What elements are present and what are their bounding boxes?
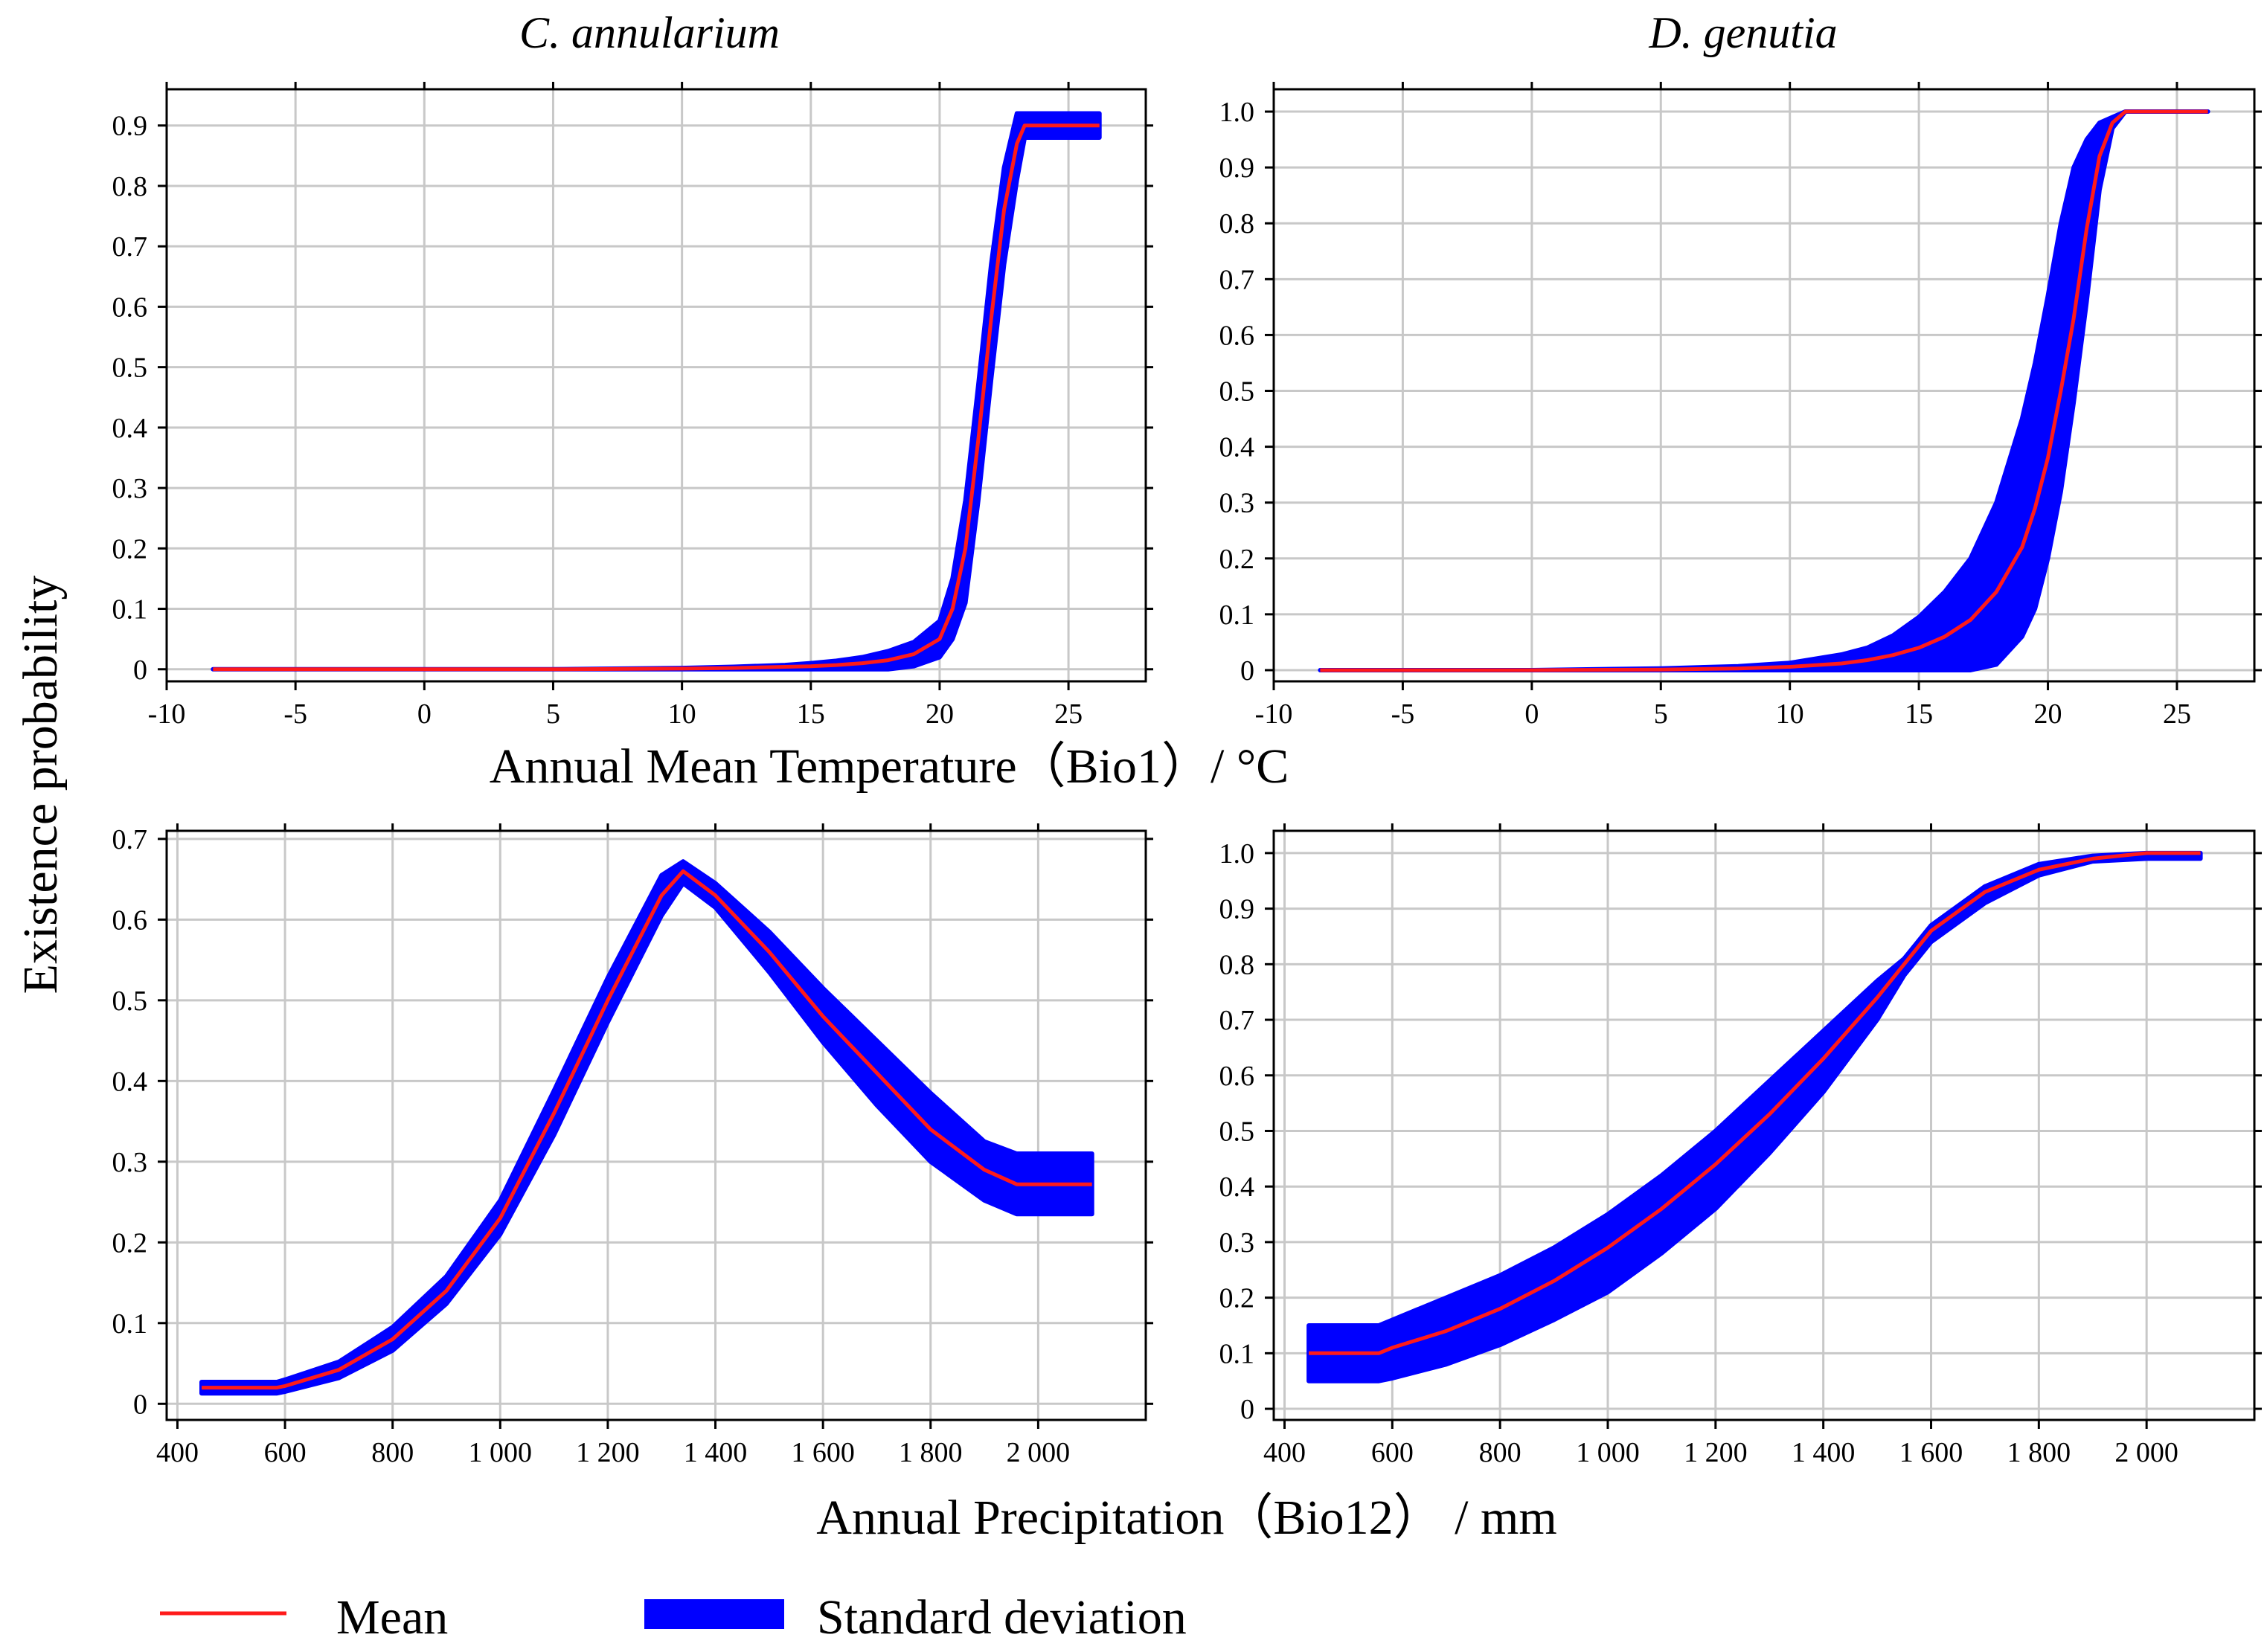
panel-title-c-annularium: C. annularium xyxy=(519,8,780,57)
std-deviation-band xyxy=(1306,850,2203,1383)
y-tick-label: 0.5 xyxy=(112,986,148,1017)
y-tick-label: 0.6 xyxy=(112,904,148,936)
y-tick-label: 0.2 xyxy=(112,1227,148,1259)
x-tick-label: 600 xyxy=(264,1437,307,1468)
x-tick-label: -10 xyxy=(1255,698,1293,730)
y-tick-label: 0.9 xyxy=(1219,894,1255,925)
mean-line xyxy=(213,123,1100,672)
chart-precipitation-d-genutia: 400 600 800 1 000 1 200 1 400 1 600 1 800 2 000 0… xyxy=(1219,823,2262,1468)
x-tick-label: 1 200 xyxy=(576,1437,640,1468)
x-tick-label: 1 400 xyxy=(1792,1437,1856,1468)
y-tick-label: 0.9 xyxy=(112,111,148,142)
x-tick-label: 0 xyxy=(417,698,432,730)
x-tick-label: 1 000 xyxy=(1576,1437,1640,1468)
x-tick-label: 1 400 xyxy=(684,1437,748,1468)
precipitation-x-axis-label: Annual Precipitation（Bio12） / mm xyxy=(816,1491,1556,1545)
y-tick-label: 0.6 xyxy=(112,292,148,323)
x-tick-label: 2 000 xyxy=(2114,1437,2178,1468)
x-tick-label: 800 xyxy=(371,1437,414,1468)
y-tick-label: 0.1 xyxy=(1219,600,1255,631)
temperature-x-axis-label: Annual Mean Temperature（Bio1）/ °C xyxy=(490,739,1289,794)
y-tick-label: 0.1 xyxy=(112,594,148,626)
x-tick-label: 5 xyxy=(1654,698,1668,730)
x-tick-label: 5 xyxy=(546,698,560,730)
panel-title-d-genutia: D. genutia xyxy=(1648,8,1837,57)
x-tick-label: 20 xyxy=(926,698,954,730)
x-tick-label: 15 xyxy=(1905,698,1933,730)
x-tick-label: 25 xyxy=(2163,698,2191,730)
y-tick-label: 0 xyxy=(133,655,147,686)
std-deviation-band xyxy=(211,111,1102,672)
y-tick-label: 0.4 xyxy=(1219,432,1255,463)
y-tick-label: 0.4 xyxy=(1219,1171,1255,1203)
y-tick-label: 0.1 xyxy=(1219,1338,1255,1369)
x-tick-label: 400 xyxy=(1263,1437,1306,1468)
y-tick-label: 0.3 xyxy=(112,473,148,504)
y-axis-label: Existence probability xyxy=(13,576,68,994)
y-tick-label: 0.2 xyxy=(112,533,148,565)
x-tick-label: 1 000 xyxy=(469,1437,533,1468)
chart-precipitation-c-annularium: 400 600 800 1 000 1 200 1 400 1 600 1 800 2 000 0… xyxy=(112,823,1153,1468)
x-tick-label: -10 xyxy=(148,698,186,730)
chart-temperature-c-annularium: -10 -5 0 5 10 15 20 25 0 0.1 0.2 0.3 0.4 0.5 0.6 0.7 0.8… xyxy=(112,82,1153,730)
y-tick-label: 0.2 xyxy=(1219,1283,1255,1314)
y-tick-label: 0.9 xyxy=(1219,152,1255,184)
y-tick-label: 0.6 xyxy=(1219,1061,1255,1092)
y-tick-label: 0 xyxy=(1240,655,1254,687)
x-tick-label: 800 xyxy=(1479,1437,1522,1468)
plot-frame xyxy=(1272,88,2256,683)
y-tick-label: 0.7 xyxy=(1219,1005,1255,1036)
y-tick-label: 0.3 xyxy=(112,1147,148,1178)
y-tick-label: 0.6 xyxy=(1219,320,1255,351)
y-tick-label: 0.4 xyxy=(112,413,148,444)
x-tick-label: 25 xyxy=(1054,698,1083,730)
y-tick-label: 0.2 xyxy=(1219,544,1255,575)
x-tick-label: 1 800 xyxy=(2007,1437,2071,1468)
y-tick-label: 0.5 xyxy=(112,353,148,384)
x-tick-label: 10 xyxy=(668,698,696,730)
x-tick-label: -5 xyxy=(283,698,307,730)
y-tick-label: 0.5 xyxy=(1219,1116,1255,1147)
x-tick-label: 15 xyxy=(797,698,825,730)
chart-temperature-d-genutia: -10 -5 0 5 10 15 20 25 0 0.1 0.2 0.3 0.4 0.5 0.6 0.7 0.8… xyxy=(1219,82,2262,730)
y-tick-label: 0.8 xyxy=(1219,949,1255,980)
y-tick-label: 0.3 xyxy=(1219,1227,1255,1259)
x-tick-label: 1 800 xyxy=(899,1437,963,1468)
y-tick-label: 0.8 xyxy=(112,171,148,202)
y-tick-label: 0.7 xyxy=(112,824,148,855)
std-deviation-band xyxy=(199,859,1094,1396)
y-tick-label: 0 xyxy=(133,1389,147,1420)
y-tick-label: 0.7 xyxy=(112,231,148,263)
y-tick-label: 1.0 xyxy=(1219,838,1255,870)
x-tick-label: 600 xyxy=(1371,1437,1414,1468)
y-tick-label: 0 xyxy=(1240,1394,1254,1425)
y-tick-label: 0.1 xyxy=(112,1308,148,1340)
x-tick-label: 0 xyxy=(1524,698,1539,730)
x-tick-label: -5 xyxy=(1391,698,1415,730)
x-tick-label: 1 600 xyxy=(791,1437,855,1468)
x-tick-label: 2 000 xyxy=(1007,1437,1071,1468)
y-tick-label: 0.4 xyxy=(112,1066,148,1097)
y-tick-label: 0.3 xyxy=(1219,488,1255,519)
mean-line xyxy=(202,869,1092,1390)
x-tick-label: 1 200 xyxy=(1684,1437,1748,1468)
legend-mean-label: Mean xyxy=(336,1590,448,1645)
legend: Mean Standard deviation xyxy=(160,1590,1187,1645)
x-tick-label: 10 xyxy=(1776,698,1804,730)
x-tick-label: 1 600 xyxy=(1899,1437,1963,1468)
plot-frame xyxy=(165,829,1147,1421)
mean-line xyxy=(1320,109,2208,672)
y-tick-label: 0.8 xyxy=(1219,208,1255,240)
mean-line xyxy=(1309,851,2201,1355)
legend-std-swatch xyxy=(644,1599,784,1629)
y-tick-label: 0.7 xyxy=(1219,264,1255,295)
x-tick-label: 20 xyxy=(2034,698,2062,730)
x-tick-label: 400 xyxy=(156,1437,199,1468)
y-tick-label: 0.5 xyxy=(1219,376,1255,408)
plot-frame xyxy=(165,88,1147,683)
y-tick-label: 1.0 xyxy=(1219,97,1255,128)
legend-std-label: Standard deviation xyxy=(817,1590,1187,1645)
plot-frame xyxy=(1272,829,2256,1421)
